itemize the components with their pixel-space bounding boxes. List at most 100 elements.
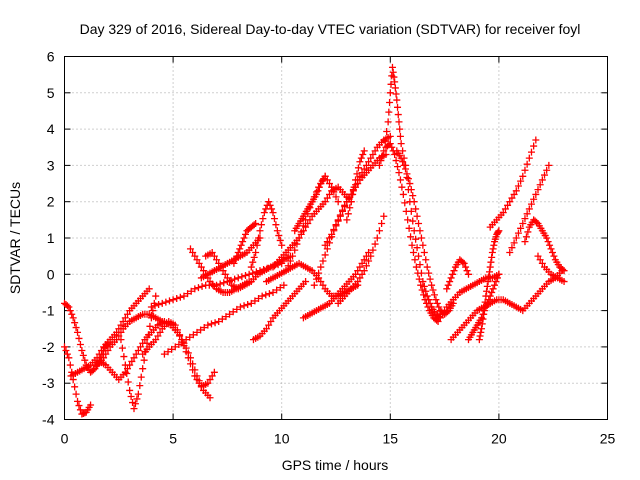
data-point-interp: [413, 212, 421, 220]
data-point: [412, 263, 420, 271]
data-point: [519, 172, 527, 180]
data-point: [375, 161, 383, 169]
data-point-interp: [409, 217, 417, 225]
data-point-interp: [369, 151, 377, 159]
data-point: [206, 394, 214, 402]
data-point: [78, 347, 86, 355]
data-point-interp: [412, 205, 420, 213]
data-point-interp: [270, 215, 278, 223]
data-point-interp: [180, 342, 188, 350]
data-point-interp: [286, 257, 294, 265]
data-point: [193, 328, 201, 336]
data-point-interp: [438, 310, 446, 318]
data-point-interp: [450, 267, 458, 275]
data-point-interp: [195, 259, 203, 267]
y-tick-label: 5: [47, 85, 55, 101]
data-point-interp: [477, 328, 485, 336]
y-tick-label: 2: [47, 194, 55, 210]
data-point-interp: [227, 276, 235, 284]
data-point-interp: [422, 287, 430, 295]
data-point: [323, 245, 331, 253]
data-point-interp: [272, 221, 280, 229]
data-point-interp: [357, 154, 365, 162]
data-point-interp: [168, 345, 176, 353]
data-point: [415, 219, 423, 227]
data-point-interp: [250, 253, 258, 261]
data-point-interp: [182, 348, 190, 356]
series-arc-07: [139, 317, 218, 391]
data-point-interp: [420, 249, 428, 257]
data-point-interp: [176, 331, 184, 339]
data-point-interp: [521, 166, 529, 174]
data-point-interp: [534, 186, 542, 194]
y-tick-label: -1: [42, 303, 55, 319]
data-point: [171, 321, 179, 329]
data-point: [421, 296, 429, 304]
series-arc-30: [447, 267, 566, 344]
data-point: [302, 216, 310, 224]
data-point-interp: [137, 343, 145, 351]
data-point-interp: [396, 125, 404, 133]
data-point: [119, 317, 127, 325]
data-point-interp: [325, 190, 333, 198]
data-point-interp: [71, 383, 79, 391]
data-point: [534, 252, 542, 260]
data-point-interp: [420, 282, 428, 290]
data-point: [384, 118, 392, 126]
data-point-interp: [262, 291, 270, 299]
data-point-interp: [314, 187, 322, 195]
data-point: [380, 147, 388, 155]
data-point-interp: [485, 268, 493, 276]
data-point-interp: [485, 273, 493, 281]
data-point: [512, 187, 520, 195]
data-point-interp: [165, 297, 173, 305]
data-point-interp: [489, 245, 497, 253]
data-point: [386, 140, 394, 148]
data-point-interp: [72, 324, 80, 332]
data-point: [245, 270, 253, 278]
data-point-interp: [154, 332, 162, 340]
data-point: [289, 252, 297, 260]
data-point-interp: [149, 307, 157, 315]
data-point: [408, 241, 416, 249]
data-point: [512, 234, 520, 242]
data-point: [160, 350, 168, 358]
data-point: [464, 270, 472, 278]
data-point-interp: [146, 322, 154, 330]
data-point-interp: [508, 244, 516, 252]
data-point-interp: [523, 210, 531, 218]
data-point-interp: [459, 258, 467, 266]
data-point-interp: [483, 287, 491, 295]
data-point-interp: [559, 265, 567, 273]
data-point-interp: [433, 299, 441, 307]
data-point-interp: [193, 376, 201, 384]
data-point-interp: [524, 228, 532, 236]
data-point-interp: [356, 274, 364, 282]
y-tick-label: 3: [47, 157, 55, 173]
data-point: [234, 249, 242, 257]
data-point: [226, 310, 234, 318]
data-point: [191, 285, 199, 293]
data-point: [380, 212, 388, 220]
data-point-interp: [124, 378, 132, 386]
data-point-interp: [386, 98, 394, 106]
data-point-interp: [413, 244, 421, 252]
data-point: [391, 151, 399, 159]
data-point-interp: [200, 324, 208, 332]
data-point-interp: [251, 297, 259, 305]
data-point-interp: [383, 128, 391, 136]
data-point-interp: [330, 226, 338, 234]
data-point-interp: [179, 338, 187, 346]
data-point-interp: [546, 241, 554, 249]
data-point: [321, 172, 329, 180]
data-point: [397, 140, 405, 148]
data-point: [100, 354, 108, 362]
data-point-interp: [89, 366, 97, 374]
data-point-interp: [332, 221, 340, 229]
data-point-interp: [273, 286, 281, 294]
data-point-interp: [527, 148, 535, 156]
data-point-interp: [117, 328, 125, 336]
data-point-interp: [403, 170, 411, 178]
data-point-interp: [206, 376, 214, 384]
data-point-interp: [137, 373, 145, 381]
